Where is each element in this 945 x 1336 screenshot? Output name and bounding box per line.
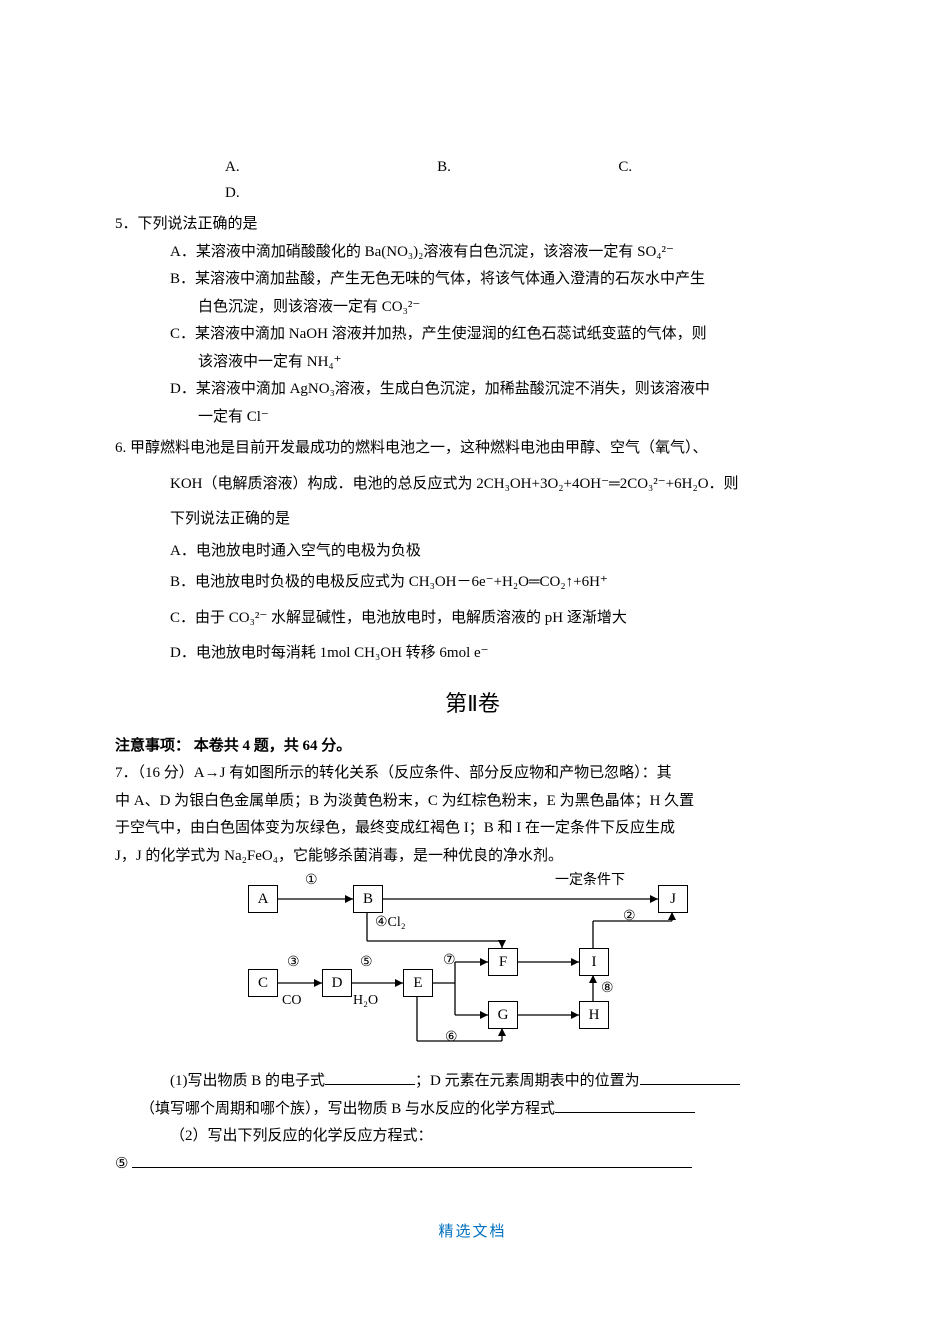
node-I: I [579,948,609,976]
q5-C1: C．某溶液中滴加 NaOH 溶液并加热，产生使湿润的红色石蕊试纸变蓝的气体，则 [170,322,830,348]
diagram-label-n1: ① [305,869,318,893]
q7-sub1: (1)写出物质 B 的电子式 ；D 元素在元素周期表中的位置为 [170,1069,830,1095]
blank-electron [325,1069,415,1085]
q7-sub2: （2）写出下列反应的化学反应方程式： [170,1124,830,1150]
q6-stem2: KOH（电解质溶液）构成．电池的总反应式为 2CH₃OH+3O₂+4OH⁻═2C… [170,472,830,498]
q7-sub1-mid: ；D 元素在元素周期表中的位置为 [415,1073,640,1089]
node-J: J [658,885,688,913]
footer-text: 精选文档 [0,1220,945,1241]
diagram-label-co: CO [282,989,301,1013]
q6-C: C．由于 CO₃²⁻ 水解显碱性，电池放电时，电解质溶液的 pH 逐渐增大 [170,606,830,632]
opt-A: A. [225,155,240,181]
q5-B1: B．某溶液中滴加盐酸，产生无色无味的气体，将该气体通入澄清的石灰水中产生 [170,267,830,293]
node-A: A [248,885,278,913]
notice-line: 注意事项： 本卷共 4 题，共 64 分。 [115,734,830,760]
q7-sub1-line2: （填写哪个周期和哪个族），写出物质 B 与水反应的化学方程式 [140,1097,830,1123]
exam-page: A. B. C. D. 5．下列说法正确的是 A．某溶液中滴加硝酸酸化的 Ba(… [0,0,945,1177]
node-B: B [353,885,383,913]
blank-eqn-b-water [555,1097,695,1113]
q6-A: A．电池放电时通入空气的电极为负极 [170,539,830,565]
q6-D: D．电池放电时每消耗 1mol CH₃OH 转移 6mol e⁻ [170,641,830,667]
opt-D: D. [225,181,240,207]
q7-l2: 中 A、D 为银白色金属单质；B 为淡黄色粉末，C 为红棕色粉末，E 为黑色晶体… [115,789,830,815]
q7-sub2-5: ⑤ [115,1152,830,1178]
opt-B: B. [437,155,451,181]
q7-l3: 于空气中，由白色固体变为灰绿色，最终变成红褐色 I；B 和 I 在一定条件下反应… [115,816,830,842]
node-C: C [248,969,278,997]
q6-stem1: 6. 甲醇燃料电池是目前开发最成功的燃料电池之一，这种燃料电池由甲醇、空气（氧气… [115,436,830,462]
node-F: F [488,948,518,976]
node-D: D [322,969,352,997]
node-H: H [579,1001,609,1029]
node-E: E [403,969,433,997]
q7-l4: J，J 的化学式为 Na₂FeO₄，它能够杀菌消毒，是一种优良的净水剂。 [115,844,830,870]
q5-stem: 5．下列说法正确的是 [115,212,830,238]
q6-B: B．电池放电时负极的电极反应式为 CH₃OH－6e⁻+H₂O═CO₂↑+6H⁺ [170,570,830,596]
section-2-title: 第Ⅱ卷 [115,685,830,722]
q6-stem2-post: 2CO₃²⁻+6H₂O．则 [620,476,739,492]
diagram-label-n8: ⑧ [601,977,614,1001]
q5-D2: 一定有 Cl⁻ [170,405,830,431]
diagram-label-n5: ⑤ [360,951,373,975]
q7-sub1-l2-text: （填写哪个周期和哪个族），写出物质 B 与水反应的化学方程式 [140,1101,555,1117]
conversion-diagram: ABJCDEFGIH①一定条件下②④Cl₂③CO⑤H₂O⑦⑥⑧ [245,873,715,1063]
q6-stem3: 下列说法正确的是 [170,507,830,533]
q5-C2: 该溶液中一定有 NH₄⁺ [170,350,830,376]
diagram-label-n4: ④Cl₂ [375,911,406,935]
diagram-label-n2: ② [623,905,636,929]
diagram-label-n7: ⑦ [443,949,456,973]
options-row-4: A. B. C. D. [225,155,830,206]
q7-sub1-pre: (1)写出物质 B 的电子式 [170,1073,325,1089]
blank-eqn-5 [132,1152,692,1168]
q7-l1: 7．（16 分）A→J 有如图所示的转化关系（反应条件、部分反应物和产物已忽略）… [115,761,830,787]
diagram-label-n6: ⑥ [445,1026,458,1050]
q6-eq: ═ [609,476,620,492]
q5-A: A．某溶液中滴加硝酸酸化的 Ba(NO₃)₂溶液有白色沉淀，该溶液一定有 SO₄… [170,240,830,266]
node-G: G [488,1001,518,1029]
blank-position [640,1069,740,1085]
q5-B2: 白色沉淀，则该溶液一定有 CO₃²⁻ [170,295,830,321]
q6-stem2-pre: KOH（电解质溶液）构成．电池的总反应式为 2CH₃OH+3O₂+4OH⁻ [170,476,609,492]
diagram-label-n3: ③ [287,951,300,975]
opt-C: C. [618,155,632,181]
diagram-label-h2o: H₂O [353,989,378,1013]
q5-D1: D．某溶液中滴加 AgNO₃溶液，生成白色沉淀，加稀盐酸沉淀不消失，则该溶液中 [170,377,830,403]
q7-circ5: ⑤ [115,1156,128,1172]
diagram-label-cond: 一定条件下 [555,869,625,893]
